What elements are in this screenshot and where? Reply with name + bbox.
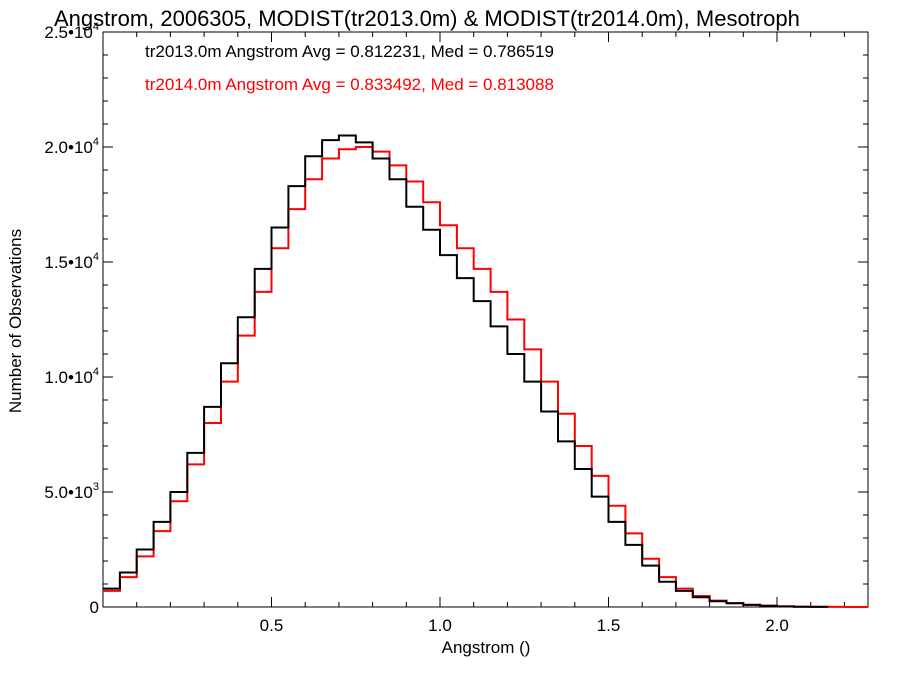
y-tick-label: 1.5•104 <box>44 251 99 272</box>
series-line-tr2014-0m <box>103 146 868 608</box>
x-tick-label: 1.5 <box>597 616 621 635</box>
legend-entry-tr2013: tr2013.0m Angstrom Avg = 0.812231, Med =… <box>145 42 554 61</box>
y-tick-label: 0 <box>90 598 99 617</box>
plot-frame <box>102 31 869 608</box>
legend-entry-tr2014: tr2014.0m Angstrom Avg = 0.833492, Med =… <box>145 75 554 94</box>
y-tick-label: 1.0•104 <box>44 366 99 387</box>
chart-title: Angstrom, 2006305, MODIST(tr2013.0m) & M… <box>54 6 800 31</box>
y-tick-label: 5.0•103 <box>44 481 99 502</box>
y-tick-label: 2.5•104 <box>44 21 99 42</box>
series-line-tr2013-0m <box>103 134 829 608</box>
x-tick-label: 0.5 <box>260 616 284 635</box>
x-tick-label: 2.0 <box>765 616 789 635</box>
x-tick-label: 1.0 <box>428 616 452 635</box>
x-axis-label: Angstrom () <box>441 638 531 657</box>
y-tick-label: 2.0•104 <box>44 136 99 157</box>
y-axis-label: Number of Observations <box>6 228 25 414</box>
